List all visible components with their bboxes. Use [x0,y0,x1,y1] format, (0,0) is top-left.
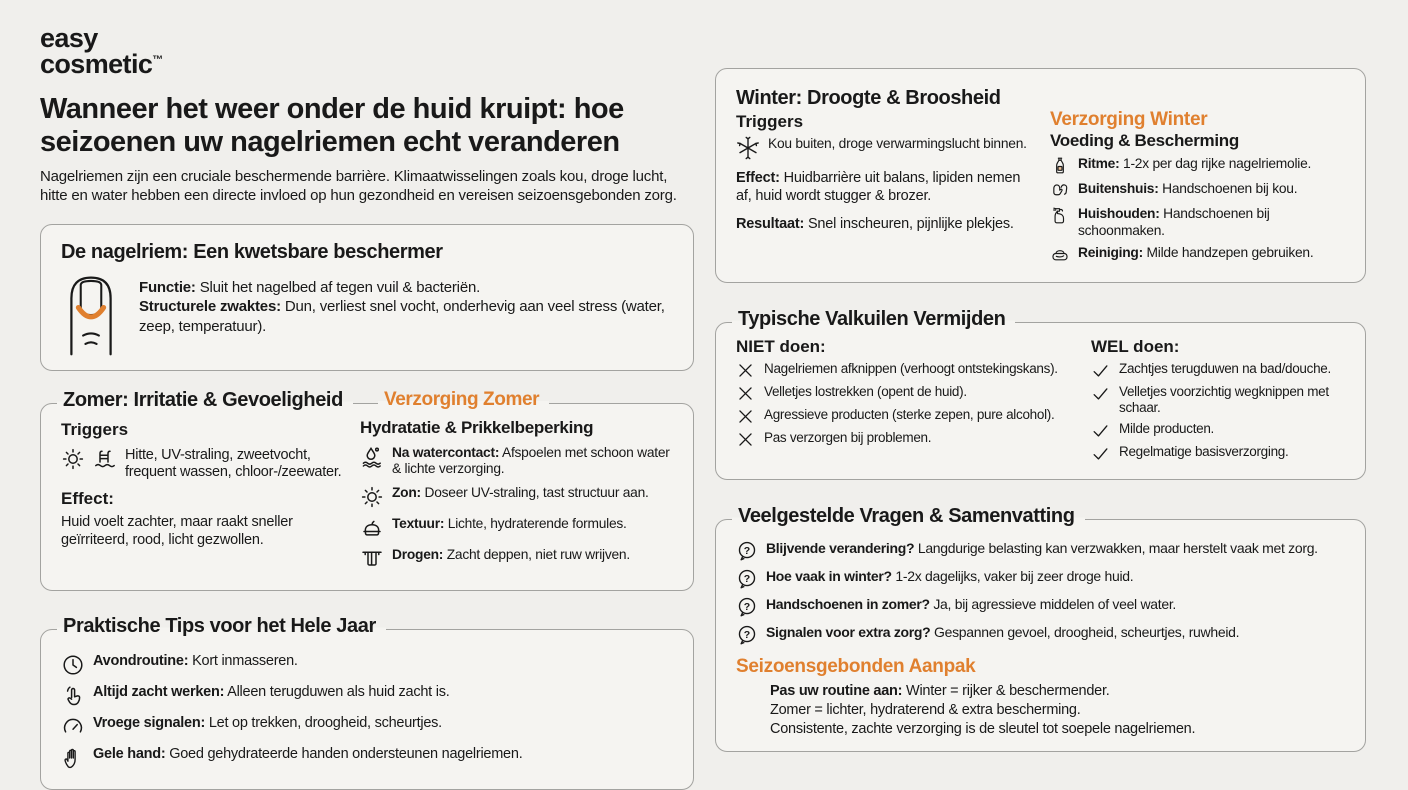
winter-triggers-heading: Triggers [736,112,804,131]
sun-icon [62,448,84,469]
panel-faq-title: Veelgestelde Vragen & Samenvatting [732,504,1085,528]
summer-left-column: Triggers Hitte, UV-straling, zweetvocht,… [61,418,346,579]
trademark-symbol: ™ [152,53,164,66]
panel-faq: Veelgestelde Vragen & Samenvatting Blijv… [715,504,1366,752]
summer-care-title: Verzorging Zomer [378,388,550,411]
do-item: Regelmatige basisverzorging. [1119,443,1289,459]
pool-ladder-icon [95,450,115,467]
do-item: Milde producten. [1119,420,1215,436]
summer-triggers-heading: Triggers [61,419,129,439]
dont-item: Nagelriemen afknippen (verhoogt ontsteki… [764,360,1058,376]
question-icon [738,569,756,589]
summer-effect-heading: Effect: [61,488,114,508]
dont-item: Pas verzorgen bij problemen. [764,429,932,445]
panel-pitfalls: Typische Valkuilen Vermijden NIET doen: … [715,307,1366,480]
hand-icon [64,748,76,769]
do-item: Zachtjes terugduwen na bad/douche. [1119,360,1331,376]
logo-line1: easy [40,23,98,53]
sun-icon [361,487,383,508]
dont-heading: NIET doen: [736,336,826,356]
right-column: Winter: Droogte & Broosheid Triggers Kou… [715,68,1366,752]
winter-care-subtitle: Voeding & Bescherming [1050,131,1239,150]
question-icon [738,541,756,561]
check-icon [1093,424,1108,437]
summer-triggers-text: Hitte, UV-straling, zweetvocht, frequent… [125,446,342,481]
do-heading: WEL doen: [1091,336,1180,356]
check-icon [1093,447,1108,460]
oil-bottle-icon [1056,157,1064,174]
summary-title: Seizoensgebonden Aanpak [736,655,976,677]
summary-block: Pas uw routine aan: Winter = rijker & be… [770,682,1196,737]
gauge-icon [63,718,83,733]
left-column: easy cosmetic™ Wanneer het weer onder de… [40,0,694,790]
x-icon [739,409,752,423]
panel-winter: Winter: Droogte & Broosheid Triggers Kou… [715,68,1366,283]
soap-icon [1052,249,1068,261]
panel-cuticle-title: De nagelriem: Een kwetsbare beschermer [61,240,443,263]
do-item: Velletjes voorzichtig wegknippen met sch… [1119,383,1329,416]
winter-care-column: Verzorging Winter Voeding & Bescherming … [1050,83,1345,270]
logo: easy cosmetic™ [40,23,694,79]
summer-care-column: Hydratatie & Prikkelbeperking Na waterco… [360,418,673,579]
x-icon [739,432,752,446]
panel-winter-title: Winter: Droogte & Broosheid [736,87,1001,109]
winter-effect: Effect: Huidbarrière uit balans, lipiden… [736,170,1021,205]
spray-icon [1053,207,1065,224]
check-icon [1093,387,1108,400]
dont-item: Agressieve producten (sterke zepen, pure… [764,406,1055,422]
do-column: WEL doen: Zachtjes terugduwen na bad/dou… [1091,337,1345,467]
towel-icon [362,551,382,566]
logo-line2: cosmetic™ [40,48,164,79]
question-icon [738,597,756,617]
cream-icon [363,520,381,536]
summer-effect-text: Huid voelt zachter, maar raakt sneller g… [61,513,293,549]
check-icon [1093,364,1108,377]
panel-tips: Praktische Tips voor het Hele Jaar Avond… [40,615,694,790]
winter-result: Resultaat: Snel inscheuren, pijnlijke pl… [736,216,1014,233]
summer-care-subtitle: Hydratatie & Prikkelbeperking [360,417,594,437]
dont-item: Velletjes lostrekken (opent de huid). [764,383,967,399]
gloves-icon [1053,184,1068,196]
panel-summer: Zomer: Irritatie & Gevoeligheid Verzorgi… [40,388,694,592]
touch-icon [66,686,81,706]
question-icon [738,625,756,645]
x-icon [739,386,752,400]
dont-column: NIET doen: Nagelriemen afknippen (verhoo… [736,337,1081,467]
page-title: Wanneer het weer onder de huid kruipt: h… [40,93,624,158]
winter-left-column: Winter: Droogte & Broosheid Triggers Kou… [736,83,1036,270]
panel-tips-title: Praktische Tips voor het Hele Jaar [57,615,386,639]
panel-pitfalls-title: Typische Valkuilen Vermijden [732,307,1016,331]
x-icon [739,363,752,377]
panel-cuticle: De nagelriem: Een kwetsbare beschermer F… [40,223,694,371]
clock-icon [63,655,83,675]
nail-diagram-icon [63,272,119,358]
panel-summer-title: Zomer: Irritatie & Gevoeligheid [57,388,353,412]
snowflake-icon [737,136,759,160]
winter-care-title: Verzorging Winter [1050,109,1208,130]
cuticle-description: Functie: Sluit het nagelbed af tegen vui… [139,278,665,335]
intro-text: Nagelriemen zijn een cruciale beschermen… [40,168,677,205]
winter-triggers-text: Kou buiten, droge verwarmingslucht binne… [768,136,1027,151]
waterdrop-icon [362,447,381,468]
